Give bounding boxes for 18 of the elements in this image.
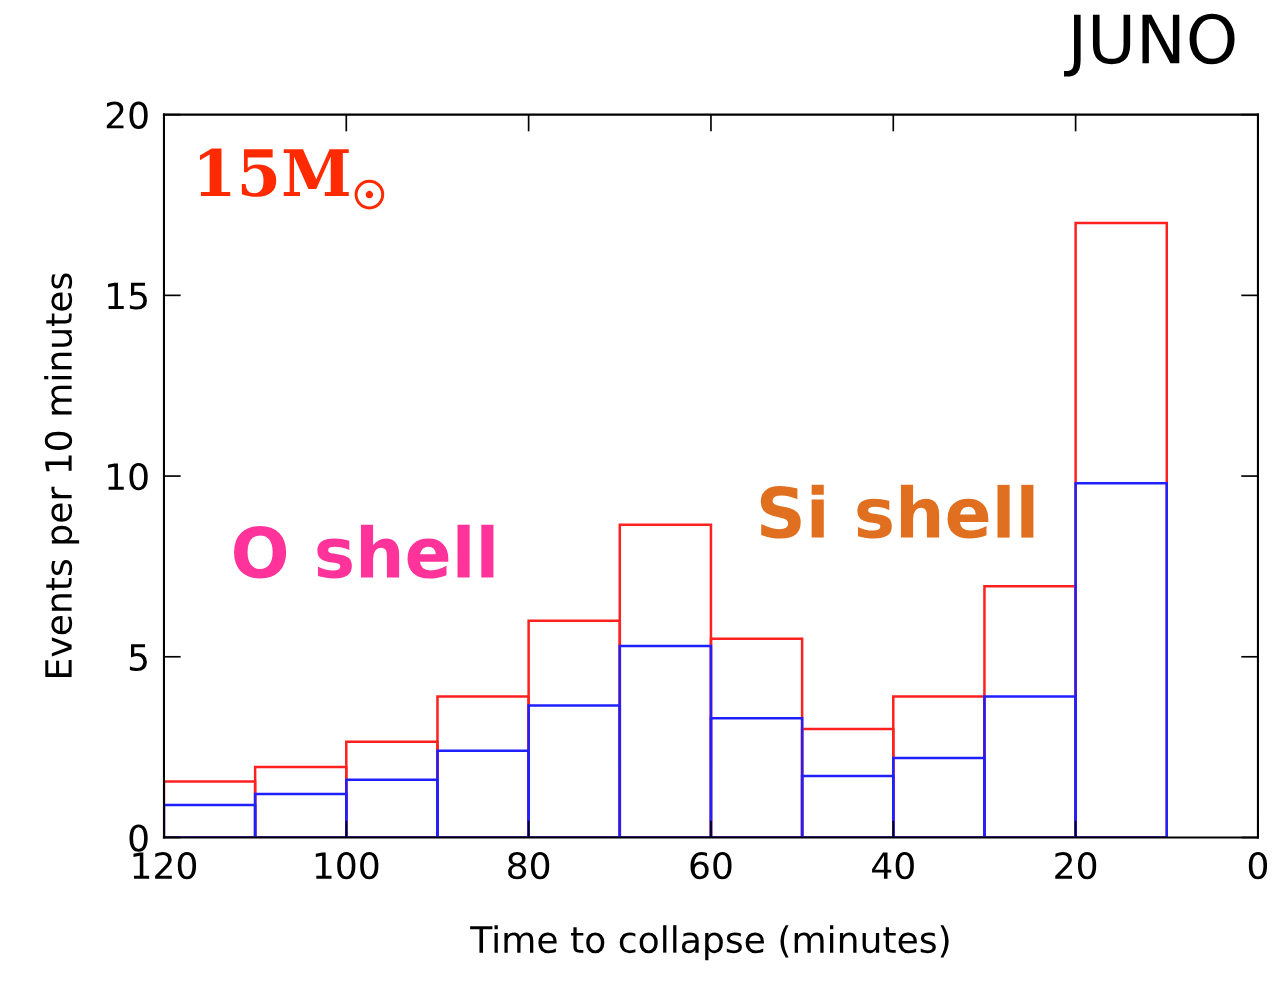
annotation: Si shell — [760, 484, 1034, 539]
y-tick-label: 5 — [129, 644, 147, 672]
y-tick-label: 0 — [129, 824, 148, 852]
x-tick-label: 40 — [872, 852, 914, 880]
text: JUNO — [1064, 13, 1235, 77]
x-tick-label: 0 — [1248, 852, 1268, 880]
y-tick-label: 10 — [108, 462, 148, 491]
x-axis-title: Time to collapse (minutes) — [470, 925, 949, 961]
x-tick-label: 60 — [690, 852, 732, 880]
annotation: O shell — [234, 524, 494, 579]
x-tick-label: 80 — [508, 852, 550, 880]
x-tick-label: 20 — [1055, 852, 1097, 880]
y-tick-label: 15 — [108, 282, 147, 310]
x-tick-label: 120 — [133, 852, 197, 880]
y-axis-title: Events per 10 minutes — [44, 273, 80, 677]
y-tick-label: 20 — [106, 101, 148, 129]
annotation: 15M$_{☉}$ — [199, 148, 385, 210]
x-tick-label: 100 — [315, 852, 379, 880]
